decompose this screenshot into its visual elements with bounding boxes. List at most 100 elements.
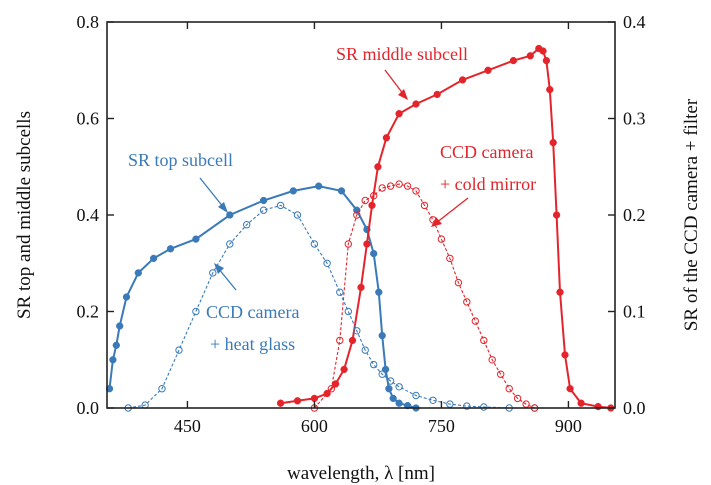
data-point	[546, 85, 554, 94]
y-left-tick-label: 0.0	[77, 398, 100, 418]
open-point	[412, 391, 420, 400]
data-point	[458, 76, 467, 84]
open-point	[243, 221, 251, 229]
data-point	[374, 163, 382, 171]
open-point	[420, 201, 429, 210]
data-point	[561, 351, 569, 359]
data-point	[566, 385, 574, 393]
data-point	[556, 288, 564, 296]
x-tick-label: 600	[301, 416, 328, 436]
data-point	[389, 394, 397, 403]
y-axis-left-label: SR top and middle subcells	[14, 111, 35, 319]
open-point	[353, 327, 361, 335]
y-right-tick-label: 0.0	[623, 398, 646, 418]
open-point	[209, 269, 217, 277]
open-point	[471, 317, 479, 325]
open-point	[310, 240, 319, 248]
open-point	[361, 196, 369, 205]
open-point	[327, 385, 336, 393]
data-point	[370, 249, 378, 258]
annotation-arrows	[199, 69, 469, 291]
open-point	[429, 396, 437, 404]
series-line	[128, 204, 535, 409]
plot-frame	[106, 21, 616, 409]
y-right-tick-label: 0.2	[623, 205, 646, 225]
data-point	[509, 56, 518, 65]
open-point	[488, 356, 496, 364]
data-point	[539, 47, 547, 55]
open-point	[446, 254, 454, 263]
arrowhead-sr-top-subcell	[218, 202, 228, 213]
arrowhead-ccd-cold-mirror	[431, 217, 442, 227]
y-right-tick-label: 0.3	[623, 109, 646, 129]
open-point	[226, 240, 234, 248]
data-point	[112, 341, 120, 349]
open-point	[276, 201, 285, 210]
data-point	[276, 399, 285, 407]
y-left-tick-label: 0.4	[77, 205, 100, 225]
data-point	[357, 283, 365, 292]
data-point	[259, 196, 268, 205]
annotation-sr-middle-subcell: SR middle subcell	[336, 44, 468, 64]
annotation-ccd-heat-glass-line1: CCD camera	[206, 302, 299, 322]
open-point	[259, 206, 268, 214]
y-right-tick-label: 0.4	[623, 12, 646, 32]
data-point	[552, 211, 561, 219]
data-point	[149, 254, 158, 263]
open-point	[395, 180, 403, 188]
data-point	[433, 90, 441, 99]
open-point	[480, 336, 488, 345]
data-point	[368, 201, 376, 210]
open-point	[497, 370, 505, 378]
open-point	[336, 288, 344, 296]
data-point	[385, 385, 393, 393]
data-point	[412, 100, 420, 108]
data-point	[381, 365, 390, 374]
open-point	[293, 211, 302, 219]
y-right-tick-label: 0.1	[623, 302, 646, 322]
data-point	[340, 365, 348, 374]
data-point	[375, 288, 383, 296]
open-point	[158, 385, 166, 393]
open-point	[192, 307, 200, 316]
annotation-sr-top-subcell: SR top subcell	[128, 150, 233, 170]
data-point	[378, 331, 386, 340]
data-point	[348, 336, 357, 345]
x-axis-label: wavelength, λ [nm]	[287, 463, 435, 484]
arrow-ccd-heat-glass	[217, 267, 237, 291]
open-point	[437, 235, 446, 243]
open-point	[323, 259, 331, 267]
series-0	[105, 182, 420, 412]
arrow-sr-top-subcell	[199, 177, 225, 209]
y-axis-right-label: SR of the CCD camera + filter	[681, 98, 702, 331]
ticks-layer: 450 600 750 900 0.0 0.2 0.4 0.6 0.8 0.0 0.1 0.2 0.3 0…	[77, 12, 646, 436]
open-point	[386, 377, 395, 385]
data-point	[363, 240, 371, 248]
open-point	[344, 307, 352, 316]
data-point	[166, 245, 175, 253]
open-point	[336, 336, 344, 345]
y-left-tick-label: 0.8	[77, 12, 100, 32]
open-point	[344, 240, 352, 248]
data-point	[395, 399, 403, 407]
open-point	[463, 402, 471, 410]
y-left-tick-label: 0.2	[77, 302, 100, 322]
open-point	[463, 298, 471, 306]
x-tick-label: 900	[555, 416, 582, 436]
arrowhead-ccd-heat-glass	[214, 263, 224, 274]
x-tick-label: 450	[174, 416, 201, 436]
data-point	[134, 269, 142, 277]
series-1	[276, 44, 615, 412]
data-point	[484, 66, 492, 74]
x-tick-label: 750	[428, 416, 455, 436]
series-line	[280, 47, 611, 409]
data-point	[116, 322, 124, 330]
data-point	[289, 187, 297, 195]
data-point	[577, 399, 585, 407]
open-point	[361, 346, 369, 354]
open-point	[513, 394, 522, 403]
data-point	[122, 293, 131, 301]
open-point	[353, 211, 361, 219]
data-point	[594, 402, 602, 411]
